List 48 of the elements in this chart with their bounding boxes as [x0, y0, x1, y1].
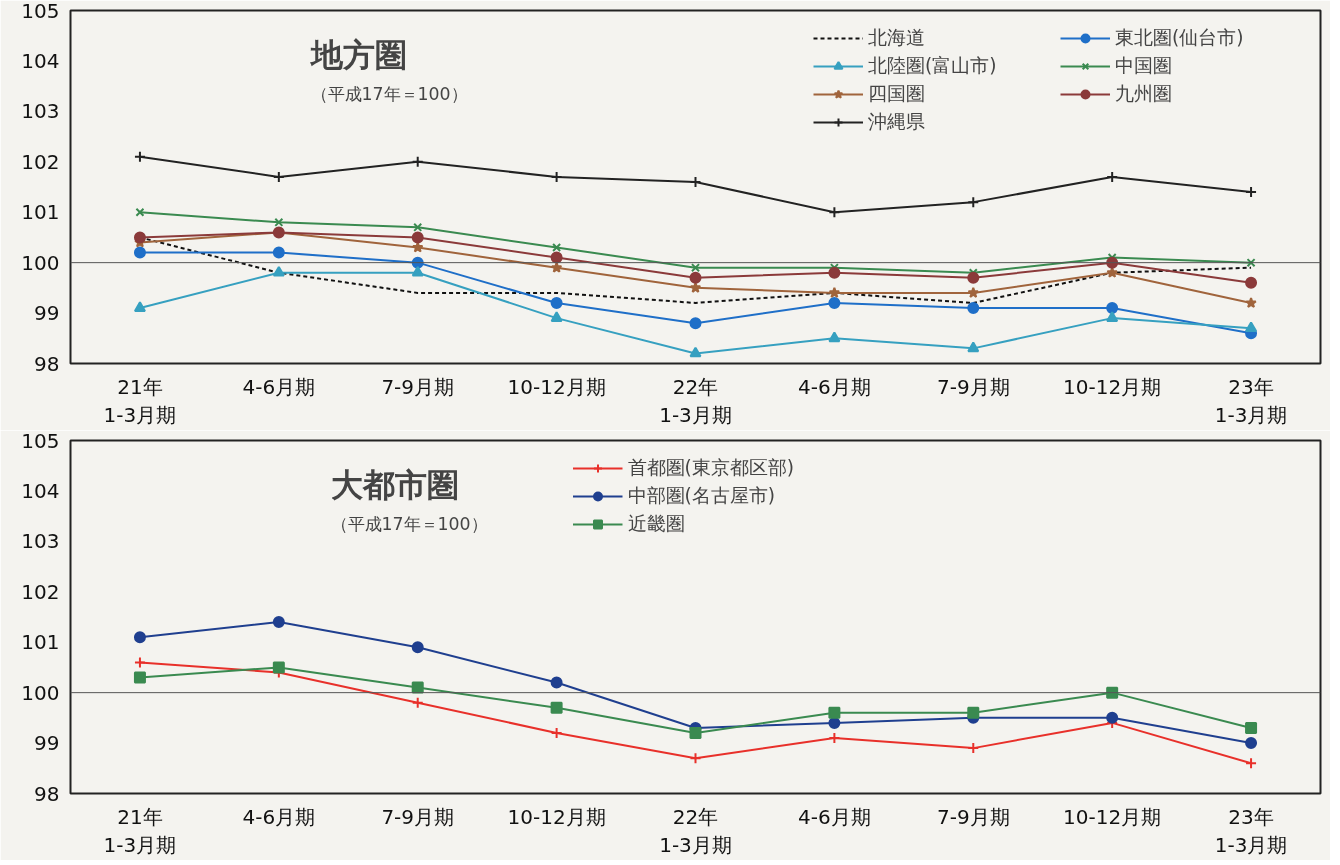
y-tick-label: 101	[21, 200, 60, 225]
x-tick-label: 10-12月期	[507, 374, 606, 399]
x-tick-label: 10-12月期	[1063, 804, 1162, 829]
x-tick-label: 21年 1-3月期	[103, 804, 177, 858]
legend-label: 四国圏	[868, 82, 926, 106]
y-tick-label: 99	[34, 301, 60, 326]
y-tick-label: 101	[21, 630, 60, 655]
x-tick-label: 4-6月期	[242, 804, 316, 829]
legend-label: 中部圏(名古屋市)	[627, 484, 777, 508]
text: 大都市圏	[330, 465, 459, 504]
y-tick-label: 104	[21, 478, 60, 503]
x-tick-label: 7-9月期	[381, 374, 455, 399]
x-tick-label: 22年 1-3月期	[659, 804, 732, 858]
x-tick-label: 4-6月期	[798, 804, 871, 829]
legend-label: 首都圏(東京都区部)	[627, 456, 796, 480]
legend-label: 九州圏	[1115, 82, 1173, 106]
x-tick-label: 7-9月期	[381, 804, 455, 829]
y-tick-label: 98	[34, 781, 60, 806]
y-tick-label: 105	[21, 0, 60, 23]
x-tick-label: 4-6月期	[798, 374, 871, 399]
x-tick-label: 4-6月期	[242, 374, 316, 399]
y-tick-label: 99	[34, 731, 60, 756]
y-tick-label: 102	[21, 579, 60, 604]
text: （平成17年＝100）	[310, 83, 468, 104]
legend-label: 中国圏	[1115, 54, 1173, 78]
text: 地方圏	[308, 35, 407, 74]
x-tick-label: 7-9月期	[936, 374, 1010, 399]
x-tick-label: 10-12月期	[507, 804, 606, 829]
x-tick-label: 10-12月期	[1063, 374, 1162, 399]
x-tick-label: 22年 1-3月期	[659, 374, 732, 428]
legend-label: 東北圏(仙台市)	[1115, 26, 1245, 50]
y-tick-label: 98	[34, 351, 60, 376]
y-tick-label: 104	[21, 48, 60, 73]
x-tick-label: 21年 1-3月期	[103, 374, 177, 428]
legend-label: 沖縄県	[868, 110, 926, 134]
legend-label: 北陸圏(富山市)	[868, 54, 998, 78]
x-tick-label: 23年 1-3月期	[1214, 374, 1288, 428]
y-tick-label: 100	[21, 680, 60, 705]
y-tick-label: 103	[21, 529, 60, 554]
x-tick-label: 7-9月期	[936, 804, 1010, 829]
legend-label: 北海道	[868, 26, 926, 50]
text: （平成17年＝100）	[330, 513, 488, 534]
y-tick-label: 102	[21, 149, 60, 174]
y-tick-label: 103	[21, 99, 60, 124]
y-tick-label: 105	[21, 428, 60, 453]
y-tick-label: 100	[21, 250, 60, 275]
x-tick-label: 23年 1-3月期	[1214, 804, 1288, 858]
legend-label: 近畿圏	[627, 512, 686, 536]
